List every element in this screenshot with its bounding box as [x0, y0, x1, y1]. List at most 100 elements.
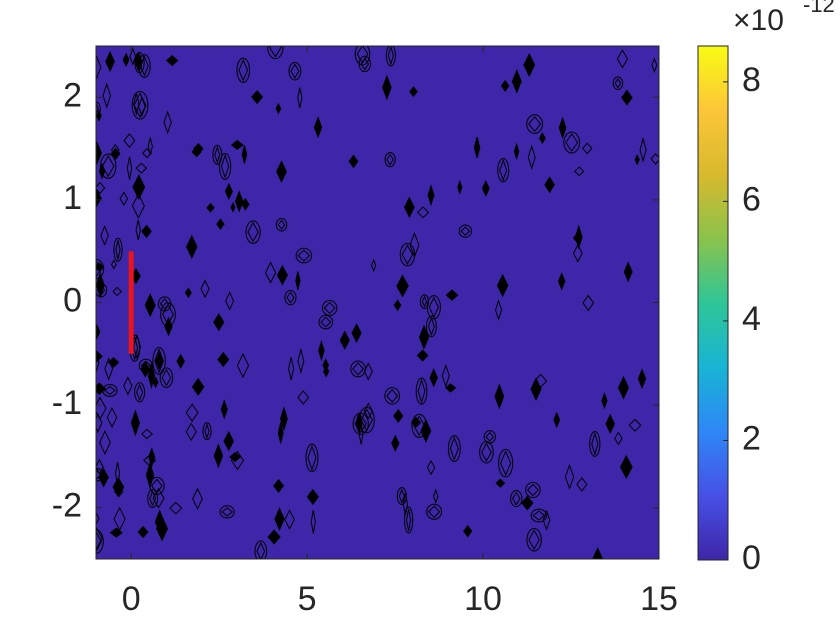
contour-blob: [523, 52, 536, 78]
contour-ring: [385, 46, 396, 67]
contour-blob: [99, 429, 111, 455]
contour-blob: [234, 190, 244, 213]
contour-blob: [141, 224, 152, 239]
contour-ring: [525, 481, 541, 499]
contour-blob: [413, 415, 426, 437]
contour-blob: [323, 365, 330, 378]
contour-blob: [200, 279, 210, 299]
contour-blob: [572, 243, 583, 263]
contour-blob: [96, 382, 107, 395]
contour-blob: [363, 402, 374, 420]
contour-blob: [427, 316, 435, 337]
contour-blob: [96, 324, 101, 340]
contour-ring: [267, 46, 284, 60]
contour-blob: [605, 413, 616, 435]
contour-blob: [513, 142, 520, 161]
contour-blob: [113, 506, 126, 532]
contour-blob: [358, 422, 364, 445]
contour-blob: [284, 509, 295, 530]
contour-blob: [110, 259, 117, 270]
contour-blob: [185, 422, 197, 442]
x-tick-label: 15: [640, 580, 678, 618]
contour-blob: [592, 547, 603, 559]
contour-blob: [391, 434, 400, 452]
contour-ring: [138, 54, 151, 78]
contour-blob: [601, 392, 608, 410]
contour-blob: [306, 488, 319, 506]
contour-blob: [130, 409, 140, 437]
contour-blob: [185, 403, 199, 422]
y-tick-label: -2: [52, 487, 82, 525]
contour-ring: [350, 360, 366, 378]
contour-blob: [297, 347, 305, 375]
contour-ring: [483, 430, 496, 444]
contour-blob: [639, 136, 647, 163]
contour-ring: [152, 346, 166, 375]
contour-blob: [221, 507, 234, 517]
contour-blob: [147, 137, 153, 156]
contour-blob: [511, 69, 522, 94]
contour-blob: [532, 510, 546, 521]
contour-blob: [213, 313, 225, 332]
contour-ring: [245, 220, 261, 244]
contour-blob: [619, 454, 633, 480]
contour-blob: [135, 162, 148, 174]
contour-blob: [360, 57, 370, 71]
contour-blob: [140, 360, 152, 371]
contour-blob: [136, 383, 144, 402]
contour-ring: [384, 151, 396, 168]
contour-blob: [230, 202, 236, 213]
contour-ring: [352, 412, 369, 435]
contour-blob: [132, 333, 141, 360]
x-tick-label: 0: [122, 580, 141, 618]
contour-blob: [114, 485, 124, 498]
contour-blob: [387, 46, 394, 66]
contour-blob: [107, 357, 120, 368]
contour-blob: [152, 376, 159, 389]
contour-blob: [481, 442, 492, 463]
contour-ring: [497, 157, 510, 183]
contour-blob: [409, 86, 418, 98]
contour-ring: [530, 508, 547, 523]
contour-blob: [126, 156, 133, 180]
contour-ring: [526, 527, 542, 552]
contour-ring: [131, 90, 149, 120]
contour-blob: [494, 299, 503, 321]
contour-blob: [273, 478, 285, 493]
contour-blob: [409, 231, 420, 259]
contour-blob: [370, 258, 377, 273]
contour-ring: [399, 242, 416, 267]
contour-blob: [214, 145, 221, 164]
y-tick-label: 1: [63, 179, 82, 217]
contour-blob: [264, 261, 277, 284]
contour-ring: [288, 61, 302, 81]
contour-blob: [98, 467, 109, 488]
contour-ring: [159, 367, 174, 389]
contour-blob: [307, 444, 317, 472]
contour-blob: [538, 132, 546, 145]
contour-blob: [206, 202, 215, 213]
contour-blob: [277, 219, 286, 230]
contour-blob: [236, 352, 250, 379]
colorbar-tick-label: 2: [742, 419, 761, 457]
contour-blob: [528, 115, 542, 133]
contour-blob: [318, 339, 325, 362]
contour-blob: [154, 348, 164, 374]
contour-blob: [132, 174, 146, 201]
y-tick-label: -1: [52, 384, 82, 422]
contour-ring: [218, 152, 232, 181]
contour-blob: [191, 377, 205, 396]
contour-blob: [186, 234, 198, 260]
contour-blob: [485, 431, 495, 442]
contour-blob: [161, 368, 172, 387]
contour-blob: [154, 509, 165, 535]
contour-blob: [275, 102, 282, 115]
contour-blob: [230, 450, 245, 471]
contour-ring: [305, 443, 319, 473]
contour-blob: [247, 221, 259, 243]
contour-ring: [219, 505, 235, 519]
contour-blob: [421, 295, 428, 308]
contour-blob: [382, 74, 392, 101]
contour-blob: [191, 146, 202, 158]
contour-blob: [429, 368, 438, 388]
